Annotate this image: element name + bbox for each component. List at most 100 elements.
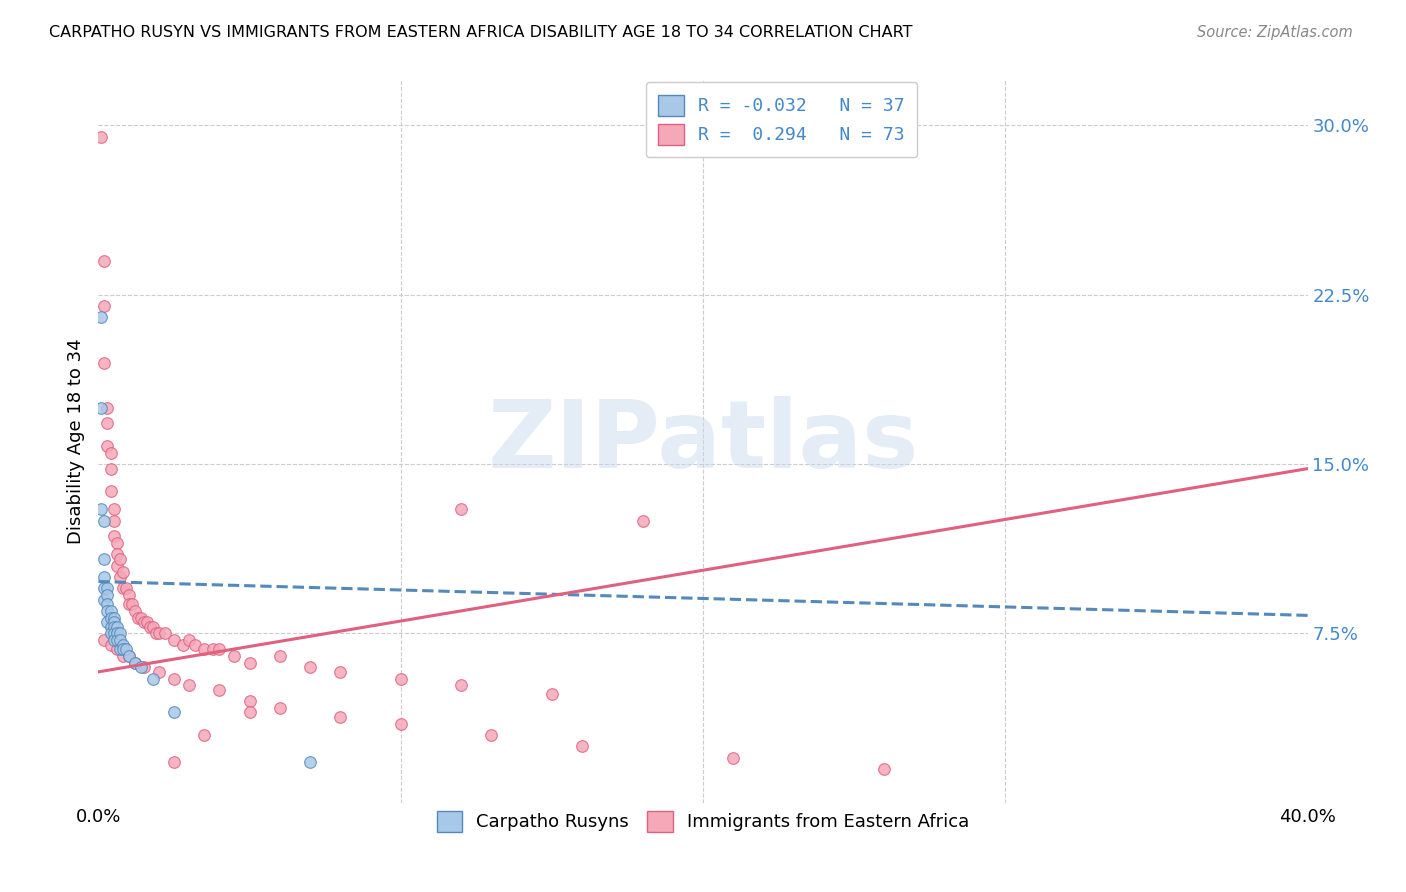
Point [96, 439, 118, 453]
Point [239, 694, 262, 708]
Point [148, 665, 170, 679]
Point [163, 706, 186, 720]
Point [105, 626, 128, 640]
Point [111, 642, 134, 657]
Point [100, 610, 122, 624]
Point [124, 604, 146, 618]
Text: Source: ZipAtlas.com: Source: ZipAtlas.com [1197, 25, 1353, 40]
Point [103, 502, 125, 516]
Point [111, 638, 134, 652]
Point [299, 755, 322, 769]
Point [139, 620, 162, 634]
Point [100, 446, 122, 460]
Point [105, 620, 128, 634]
Text: ZIPatlas: ZIPatlas [488, 395, 918, 488]
Point [163, 755, 186, 769]
Point [124, 656, 146, 670]
Point [118, 648, 141, 663]
Point [93, 514, 115, 528]
Point [96, 582, 118, 596]
Point [118, 588, 141, 602]
Point [105, 536, 128, 550]
Point [299, 660, 322, 674]
Point [96, 401, 118, 415]
Point [118, 648, 141, 663]
Point [132, 615, 155, 630]
Point [93, 253, 115, 268]
Point [450, 678, 472, 692]
Point [132, 660, 155, 674]
Point [93, 299, 115, 313]
Point [93, 582, 115, 596]
Point [100, 461, 122, 475]
Point [142, 620, 165, 634]
Point [179, 678, 201, 692]
Point [145, 626, 167, 640]
Point [631, 514, 654, 528]
Point [121, 597, 143, 611]
Point [90, 401, 112, 415]
Point [450, 502, 472, 516]
Point [96, 417, 118, 431]
Point [163, 633, 186, 648]
Point [202, 642, 225, 657]
Point [105, 633, 128, 648]
Point [103, 633, 125, 648]
Point [124, 656, 146, 670]
Point [135, 615, 157, 630]
Point [96, 597, 118, 611]
Point [105, 548, 128, 562]
Point [93, 355, 115, 369]
Point [269, 648, 291, 663]
Point [100, 620, 122, 634]
Point [118, 597, 141, 611]
Y-axis label: Disability Age 18 to 34: Disability Age 18 to 34 [66, 339, 84, 544]
Point [148, 626, 170, 640]
Point [100, 626, 122, 640]
Point [481, 728, 503, 742]
Point [103, 514, 125, 528]
Point [142, 672, 165, 686]
Point [873, 762, 896, 776]
Point [103, 610, 125, 624]
Point [389, 716, 412, 731]
Point [239, 656, 262, 670]
Point [239, 706, 262, 720]
Point [172, 638, 194, 652]
Point [389, 672, 412, 686]
Point [90, 129, 112, 144]
Point [93, 592, 115, 607]
Point [163, 672, 186, 686]
Point [193, 728, 215, 742]
Point [103, 615, 125, 630]
Point [100, 604, 122, 618]
Point [184, 638, 207, 652]
Point [540, 687, 562, 701]
Point [111, 582, 134, 596]
Point [329, 710, 352, 724]
Point [114, 582, 136, 596]
Point [90, 502, 112, 516]
Point [103, 626, 125, 640]
Point [105, 642, 128, 657]
Point [111, 566, 134, 580]
Point [153, 626, 176, 640]
Point [103, 620, 125, 634]
Point [108, 552, 131, 566]
Point [571, 739, 593, 754]
Legend: Carpatho Rusyns, Immigrants from Eastern Africa: Carpatho Rusyns, Immigrants from Eastern… [425, 798, 981, 845]
Point [100, 638, 122, 652]
Point [100, 484, 122, 499]
Point [93, 633, 115, 648]
Point [108, 570, 131, 584]
Point [96, 604, 118, 618]
Point [114, 642, 136, 657]
Point [129, 660, 152, 674]
Point [723, 750, 745, 764]
Point [224, 648, 246, 663]
Point [108, 642, 131, 657]
Point [108, 626, 131, 640]
Point [208, 682, 231, 697]
Point [179, 633, 201, 648]
Point [111, 648, 134, 663]
